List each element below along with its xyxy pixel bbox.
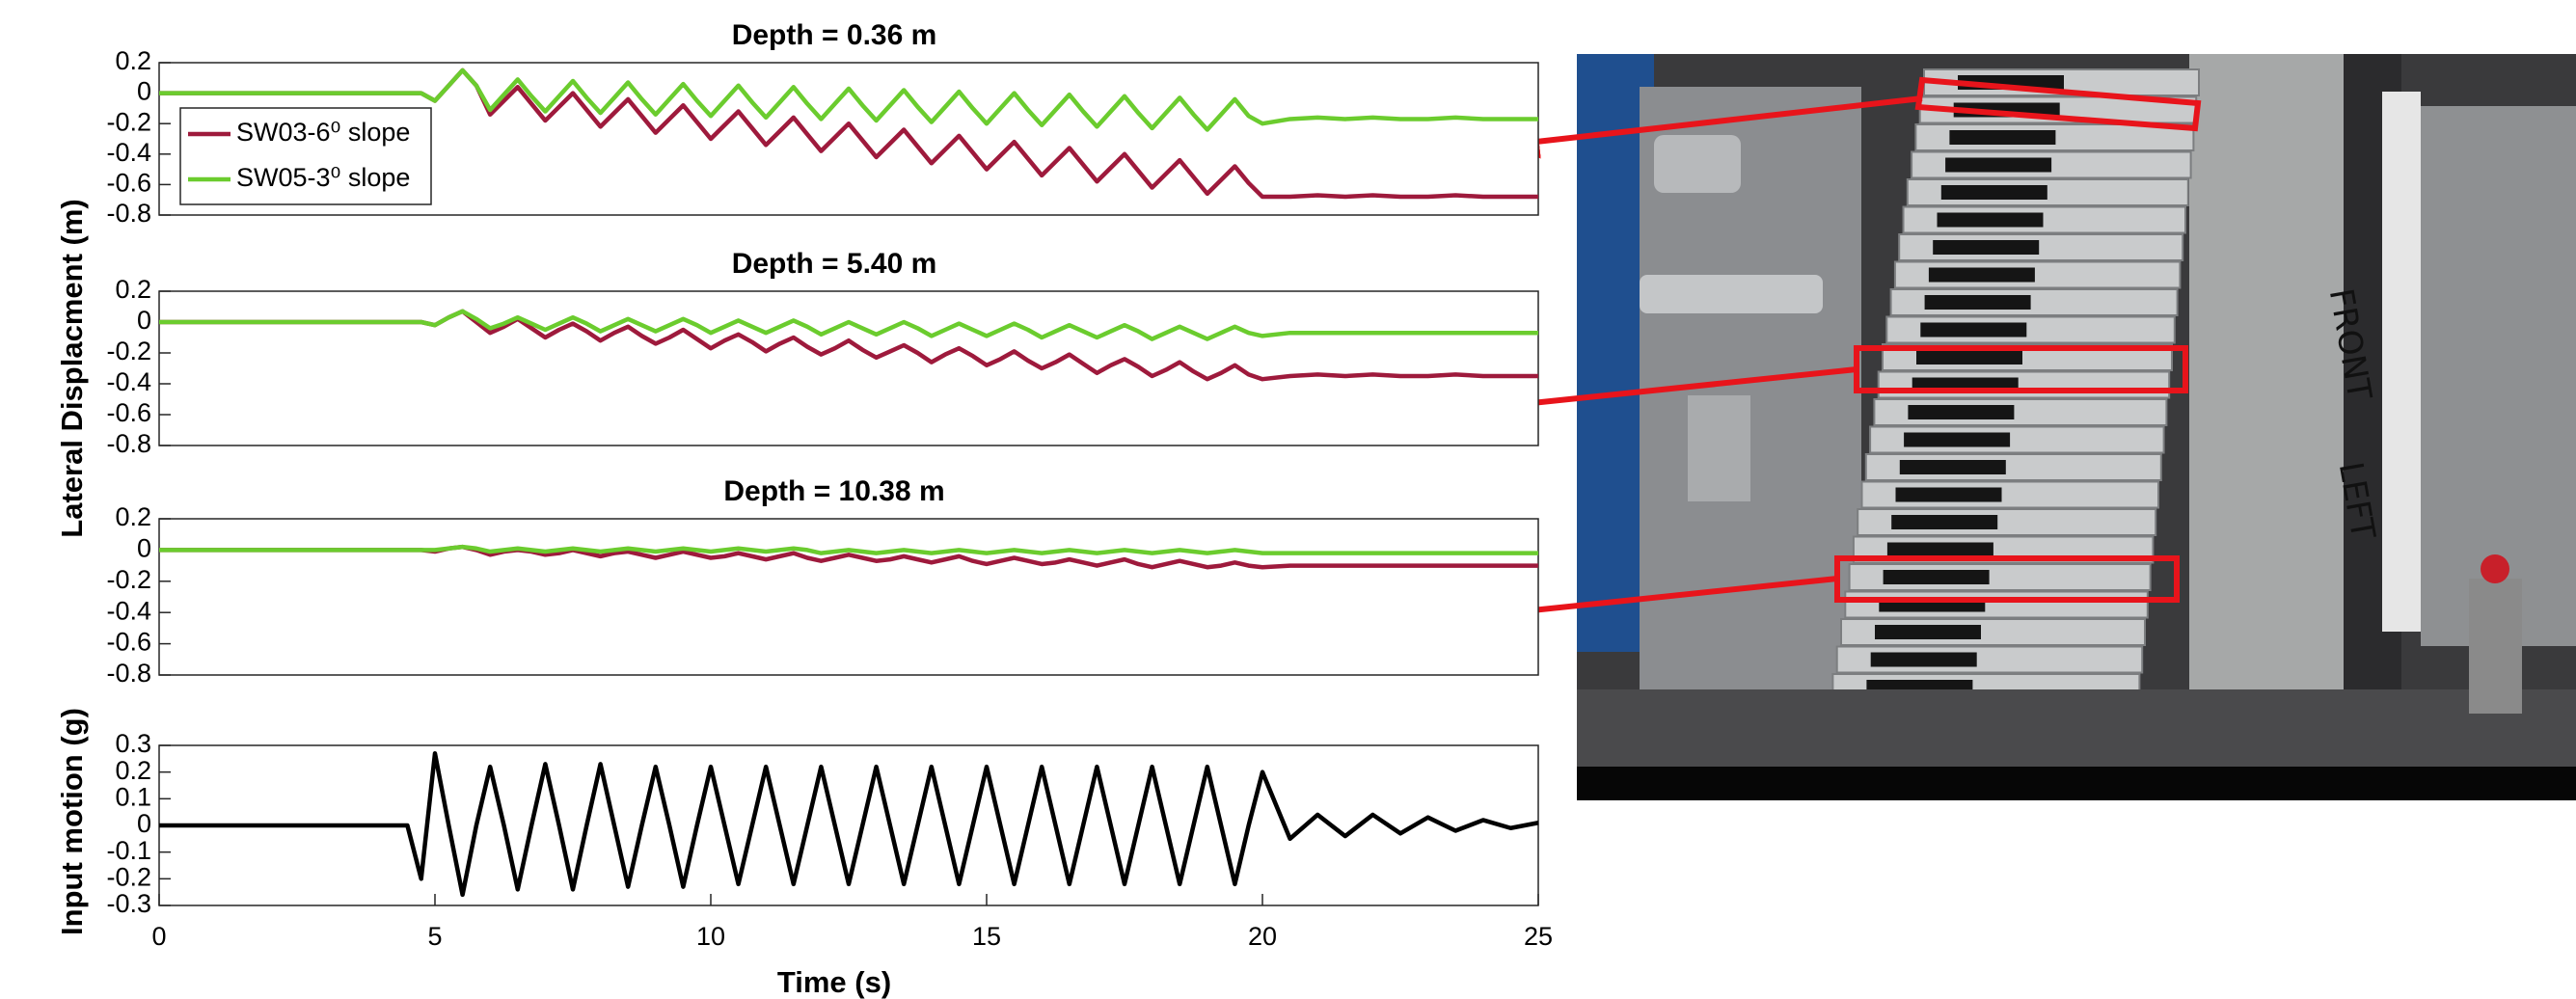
data-line (159, 544, 1538, 570)
arrow (1489, 366, 1857, 421)
legend-box (179, 107, 432, 205)
x-tick-label: 25 (1524, 922, 1553, 951)
plate-slot (1945, 157, 2052, 173)
floor (1577, 689, 2576, 767)
plate-slot (1920, 322, 2027, 338)
chart-title: Depth = 5.40 m (732, 248, 937, 280)
plot-area (158, 518, 1539, 676)
plate-slot (1937, 212, 2044, 228)
data-line (159, 309, 1538, 382)
plate-slot (1908, 405, 2015, 419)
x-axis-label: Time (s) (777, 965, 891, 999)
y-tick-label: -0.4 (106, 596, 151, 625)
y-tick-label: 0.2 (115, 46, 151, 75)
chart: Depth = 0.36 m 0.20-0.2-0.4-0.6-0.8 SW03-6… (106, 19, 1539, 228)
y-tick-label: 0.3 (115, 729, 151, 758)
chart-title: Depth = 10.38 m (723, 475, 944, 507)
plate-slot (1928, 267, 2035, 283)
plate-slot (1883, 570, 1990, 584)
plate-slot (1933, 240, 2040, 255)
y-tick-label: -0.4 (106, 367, 151, 396)
chart-title: Depth = 0.36 m (732, 19, 937, 51)
x-tick-label: 20 (1248, 922, 1277, 951)
y-tick-label: -0.1 (106, 836, 151, 865)
sensor (1640, 275, 1823, 313)
y-tick-label: -0.6 (106, 398, 151, 427)
arrow (1489, 576, 1838, 629)
plate-slot (1870, 652, 1977, 667)
photo: FRONT LEFT (1577, 54, 2576, 800)
x-tick-label: 0 (151, 922, 166, 951)
data-line (159, 68, 1538, 200)
bolt (2469, 579, 2522, 714)
y-tick-label: 0.1 (115, 782, 151, 811)
data-line (159, 68, 1538, 132)
legend-label: SW05-3⁰ slope (236, 163, 410, 192)
plot-area (158, 290, 1539, 446)
y-tick-label: 0.2 (115, 275, 151, 304)
chart: Depth = 5.40 m0.20-0.2-0.4-0.6-0.8Latera… (55, 199, 1539, 538)
y-tick-label: 0 (137, 809, 151, 838)
data-line (159, 309, 1538, 341)
y-tick-label: 0 (137, 534, 151, 563)
y-tick-label: -0.8 (106, 199, 151, 228)
sensor (1688, 395, 1750, 501)
plate-slot (1940, 185, 2047, 200)
y-tick-label: -0.8 (106, 659, 151, 688)
plate-slot (1899, 460, 2006, 474)
y-tick-label: -0.6 (106, 628, 151, 657)
bolt-cap (2481, 554, 2509, 583)
plate-slot (1886, 542, 1993, 557)
plate (1860, 480, 2159, 509)
floor-edge (1577, 767, 2576, 800)
y-tick-label: 0 (137, 306, 151, 335)
x-tick-label: 10 (696, 922, 725, 951)
data-line (159, 751, 1539, 898)
y-tick-label: -0.2 (106, 107, 151, 136)
plate-slot (1875, 625, 1981, 639)
plate-slot (1916, 350, 2022, 364)
y-tick-label: 0.2 (115, 756, 151, 785)
plate-slot (1949, 130, 2056, 145)
sensor (1654, 135, 1741, 193)
y-tick-label: -0.2 (106, 862, 151, 891)
chart: Depth = 10.38 m 0.2 0-0.2-0.4 -0.6-0.8 (106, 475, 1539, 688)
y-tick-label: -0.2 (106, 337, 151, 365)
marker-strip (2382, 92, 2421, 632)
y-tick-label: 0.2 (115, 502, 151, 531)
x-tick-label: 5 (427, 922, 442, 951)
data-line (159, 544, 1538, 555)
x-tick-label: 15 (972, 922, 1001, 951)
y-tick-label: -0.6 (106, 169, 151, 198)
y-tick-label: 0 (137, 77, 151, 106)
back-column (2189, 54, 2344, 710)
arrow (1505, 95, 1923, 159)
y-axis-label: Input motion (g) (55, 708, 89, 935)
y-axis-label: Lateral Displacment (m) (55, 199, 89, 537)
legend-label: SW03-6⁰ slope (236, 118, 410, 147)
y-tick-label: -0.3 (106, 889, 151, 918)
plate-slot (1904, 432, 2011, 447)
y-tick-label: -0.4 (106, 138, 151, 167)
plate-slot (1924, 295, 2031, 310)
y-tick-label: -0.2 (106, 565, 151, 594)
plate-slot (1891, 515, 1998, 529)
y-tick-label: -0.8 (106, 429, 151, 458)
plate-slot (1895, 487, 2002, 502)
